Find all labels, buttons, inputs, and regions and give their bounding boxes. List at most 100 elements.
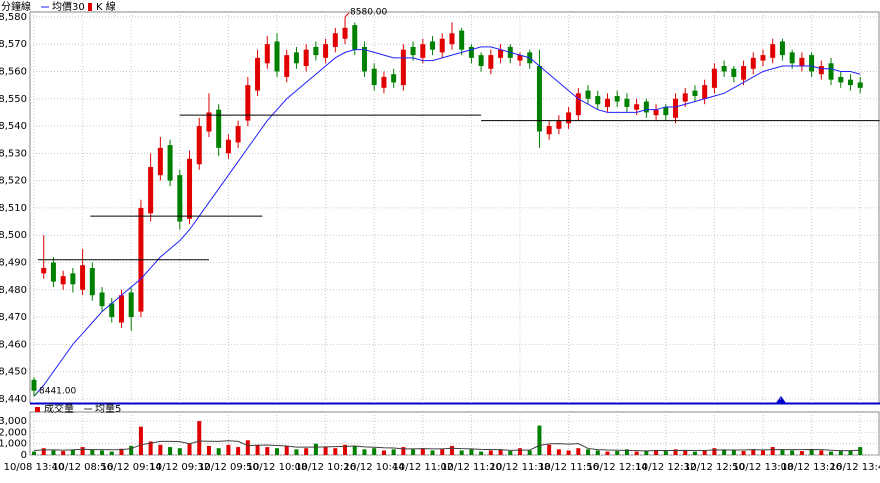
- volume-bar: [138, 426, 143, 455]
- volume-bar: [51, 450, 56, 455]
- volume-bar: [654, 449, 659, 455]
- candle-body: [779, 41, 785, 56]
- volume-bar: [566, 450, 571, 455]
- candle-body: [799, 57, 805, 67]
- legend-label: 均量5: [95, 403, 121, 415]
- volume-bar: [372, 448, 377, 455]
- candle-body: [245, 85, 251, 121]
- x-tick-label: 10/12 11:56: [538, 462, 599, 473]
- candle-body: [216, 109, 222, 148]
- candle-body: [400, 49, 406, 86]
- volume-bar: [41, 448, 46, 455]
- volume-bar: [673, 449, 678, 455]
- volume-bar: [586, 449, 591, 455]
- candle-body: [702, 85, 708, 99]
- volume-bar: [615, 451, 620, 455]
- y-tick-label: 3,000: [0, 416, 27, 427]
- candle-body: [459, 30, 465, 50]
- volume-bar: [216, 448, 221, 455]
- volume-bar: [70, 449, 75, 455]
- candle-body: [118, 295, 124, 323]
- legend-label: 成交量: [44, 402, 74, 415]
- candle-body: [332, 33, 338, 47]
- volume-bar: [381, 450, 386, 455]
- candle-body: [741, 66, 747, 80]
- candle-body: [468, 46, 474, 58]
- candle-body: [653, 109, 659, 116]
- x-tick-label: 10/12 11:20: [441, 462, 502, 473]
- volume-bar: [168, 447, 173, 455]
- y-tick-label: 8,520: [0, 176, 27, 187]
- volume-bar: [741, 451, 746, 455]
- candle-body: [556, 120, 562, 129]
- y-tick-label: 8,510: [0, 203, 27, 214]
- volume-bar: [770, 447, 775, 455]
- candle-body: [89, 267, 95, 296]
- x-tick-label: 10/12 13:26: [781, 462, 842, 473]
- candle-body: [770, 44, 776, 58]
- candle-body: [293, 52, 299, 64]
- volume-bar: [352, 445, 357, 455]
- volume-bar: [362, 449, 367, 455]
- candle-body: [420, 44, 426, 58]
- candle-body: [225, 139, 231, 154]
- annotation-leader: [33, 391, 39, 397]
- volume-bar: [391, 449, 396, 455]
- y-tick-label: 8,500: [0, 230, 27, 241]
- candle-body: [371, 68, 377, 86]
- candle-body: [760, 55, 766, 61]
- volume-bar: [595, 450, 600, 455]
- volume-bar: [799, 451, 804, 455]
- volume-bar: [236, 447, 241, 455]
- candle-body: [847, 79, 853, 86]
- candle-body: [274, 41, 280, 72]
- volume-bar: [187, 443, 192, 455]
- y-tick-label: 8,460: [0, 339, 27, 350]
- candle-body: [70, 273, 76, 285]
- x-tick-label: 10/12 10:26: [295, 462, 356, 473]
- candle-body: [857, 82, 863, 88]
- volume-bar: [556, 449, 561, 455]
- volume-bar: [294, 449, 299, 455]
- candle-body: [313, 46, 319, 56]
- volume-bar: [751, 449, 756, 455]
- volume-bar: [177, 448, 182, 455]
- volume-bar: [644, 450, 649, 455]
- candle-body: [284, 55, 290, 77]
- candle-body: [478, 55, 484, 67]
- candle-body: [536, 66, 542, 132]
- y-tick-label: 8,550: [0, 94, 27, 105]
- y-tick-label: 0: [21, 450, 27, 461]
- candle-body: [614, 96, 620, 102]
- candle-body: [673, 98, 679, 118]
- candle-body: [323, 44, 329, 58]
- volume-bar: [576, 448, 581, 455]
- volume-bar: [197, 421, 202, 455]
- volume-bar: [488, 450, 493, 455]
- y-tick-label: 8,540: [0, 121, 27, 132]
- volume-bar: [683, 450, 688, 455]
- candle-body: [167, 145, 173, 181]
- volume-bar: [411, 449, 416, 455]
- volume-bar: [634, 451, 639, 455]
- volume-bar: [343, 444, 348, 455]
- candle-body: [838, 76, 844, 83]
- candle-body: [731, 68, 737, 77]
- legend-title: 分鐘線: [1, 0, 31, 13]
- volume-bar: [226, 444, 231, 455]
- candle-body: [31, 379, 37, 391]
- volume-bar: [148, 441, 153, 455]
- candle-body: [128, 292, 134, 318]
- x-tick-label: 10/12 10:08: [247, 462, 308, 473]
- candle-body: [342, 27, 348, 39]
- candle-body: [449, 33, 455, 45]
- candle-body: [643, 101, 649, 113]
- volume-bar: [119, 448, 124, 455]
- volume-average-line: [33, 440, 861, 452]
- volume-bar: [420, 448, 425, 455]
- candle-body: [634, 104, 640, 110]
- y-tick-label: 8,580: [0, 12, 27, 23]
- candle-body: [566, 112, 572, 124]
